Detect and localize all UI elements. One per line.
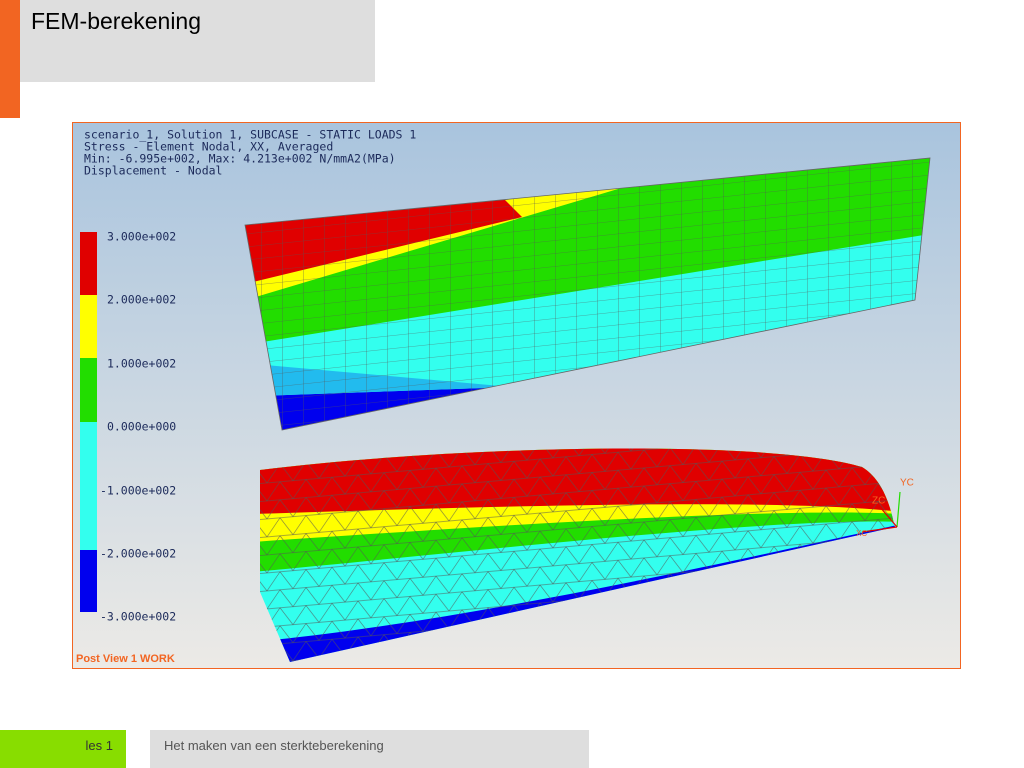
axis-label: YC bbox=[900, 478, 914, 489]
beam-outline bbox=[244, 157, 931, 431]
legend-swatch bbox=[80, 550, 97, 612]
footer-subject-box bbox=[150, 730, 589, 768]
axis-label: XC bbox=[856, 529, 867, 538]
info-line: Stress - Element Nodal, XX, Averaged bbox=[84, 140, 333, 154]
legend-label: 2.000e+002 bbox=[107, 293, 176, 307]
fem-view: scenario_1, Solution 1, SUBCASE - STATIC… bbox=[72, 122, 961, 669]
slide-title: FEM-berekening bbox=[31, 8, 202, 34]
legend: 3.000e+002 2.000e+002 1.000e+002 0.000e+… bbox=[80, 230, 176, 624]
legend-label: -3.000e+002 bbox=[100, 610, 176, 624]
footer-lesson: les 1 bbox=[85, 738, 113, 753]
legend-swatch bbox=[80, 358, 97, 422]
legend-label: 0.000e+000 bbox=[107, 420, 176, 434]
legend-label: 3.000e+002 bbox=[107, 230, 176, 244]
info-line: Min: -6.995e+002, Max: 4.213e+002 N/mmA2… bbox=[84, 152, 396, 166]
legend-swatch bbox=[80, 232, 97, 295]
legend-label: -1.000e+002 bbox=[100, 484, 176, 498]
legend-swatch bbox=[80, 422, 97, 550]
footer-lesson-box bbox=[0, 730, 126, 768]
info-line: scenario_1, Solution 1, SUBCASE - STATIC… bbox=[84, 128, 416, 142]
view-label: Post View 1 WORK bbox=[76, 653, 175, 665]
legend-label: 1.000e+002 bbox=[107, 357, 176, 371]
title-box bbox=[20, 0, 375, 82]
axis-label: ZC bbox=[872, 496, 885, 507]
axis-triad: YC ZC XC bbox=[856, 478, 914, 538]
footer-subject: Het maken van een sterkteberekening bbox=[164, 738, 384, 753]
accent-bar bbox=[0, 0, 20, 118]
info-text: scenario_1, Solution 1, SUBCASE - STATIC… bbox=[84, 128, 416, 178]
legend-label: -2.000e+002 bbox=[100, 547, 176, 561]
info-line: Displacement - Nodal bbox=[84, 164, 222, 178]
legend-swatch bbox=[80, 295, 97, 358]
